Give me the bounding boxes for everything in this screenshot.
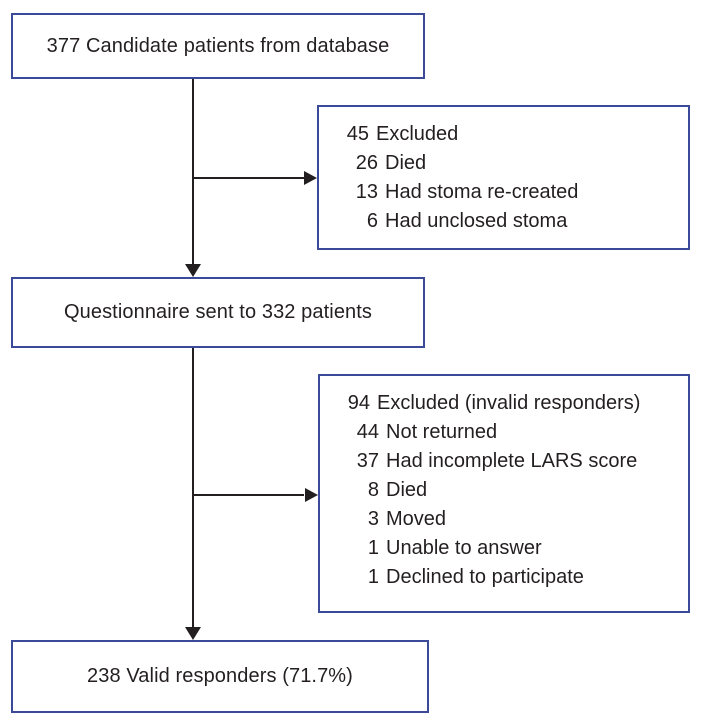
- item-count: 26: [355, 152, 378, 174]
- list-item: 13 Had stoma re-created: [348, 178, 688, 207]
- connector-branch-2: [193, 494, 304, 496]
- list-item: 1 Declined to participate: [349, 563, 688, 592]
- exclusion-box-1: 45 Excluded 26 Died 13 Had stoma re-crea…: [317, 105, 690, 250]
- item-label: Had unclosed stoma: [385, 210, 568, 232]
- item-label: Moved: [386, 508, 447, 530]
- valid-responders-box: 238 Valid responders (71.7%): [11, 640, 429, 713]
- item-count: 13: [355, 181, 378, 203]
- item-count: 37: [356, 450, 379, 472]
- connector-branch-1: [193, 177, 304, 179]
- exclusion1-header-count: 45: [346, 123, 369, 145]
- connector-vertical-1: [192, 79, 194, 267]
- exclusion1-header: 45 Excluded: [339, 120, 688, 149]
- exclusion2-header: 94 Excluded (invalid responders): [340, 389, 688, 418]
- item-label: Not returned: [386, 421, 498, 443]
- list-item: 1 Unable to answer: [349, 534, 688, 563]
- item-count: 1: [367, 566, 379, 588]
- list-item: 6 Had unclosed stoma: [348, 207, 688, 236]
- list-item: 44 Not returned: [349, 418, 688, 447]
- item-label: Had stoma re-created: [385, 181, 579, 203]
- candidates-box: 377 Candidate patients from database: [11, 13, 425, 79]
- questionnaire-box: Questionnaire sent to 332 patients: [11, 277, 425, 348]
- item-count: 3: [367, 508, 379, 530]
- valid-responders-text: 238 Valid responders (71.7%): [87, 665, 353, 687]
- candidates-text: 377 Candidate patients from database: [46, 34, 390, 57]
- item-count: 6: [366, 210, 378, 232]
- arrow-right-icon: [304, 171, 317, 185]
- item-label: Died: [386, 479, 428, 501]
- item-label: Declined to participate: [386, 566, 584, 588]
- exclusion2-header-count: 94: [347, 392, 370, 414]
- item-label: Died: [385, 152, 427, 174]
- list-item: 37 Had incomplete LARS score: [349, 447, 688, 476]
- list-item: 26 Died: [348, 149, 688, 178]
- arrow-down-icon: [185, 627, 201, 640]
- item-label: Had incomplete LARS score: [386, 450, 638, 472]
- item-count: 44: [356, 421, 379, 443]
- list-item: 8 Died: [349, 476, 688, 505]
- exclusion-box-2: 94 Excluded (invalid responders) 44 Not …: [318, 374, 690, 613]
- item-label: Unable to answer: [386, 537, 542, 559]
- list-item: 3 Moved: [349, 505, 688, 534]
- exclusion1-header-label: Excluded: [376, 123, 459, 145]
- questionnaire-text: Questionnaire sent to 332 patients: [63, 301, 373, 323]
- connector-vertical-2: [192, 348, 194, 628]
- item-count: 1: [367, 537, 379, 559]
- exclusion2-header-label: Excluded (invalid responders): [377, 392, 641, 414]
- arrow-right-icon: [305, 488, 318, 502]
- item-count: 8: [367, 479, 379, 501]
- arrow-down-icon: [185, 264, 201, 277]
